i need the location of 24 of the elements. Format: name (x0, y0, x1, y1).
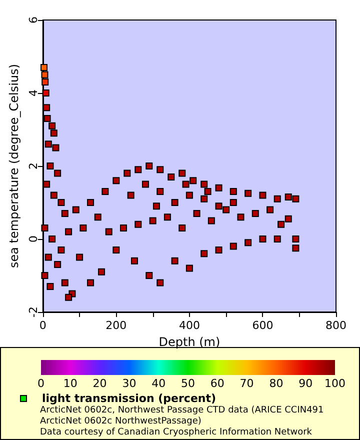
x-tick-label: 600 (252, 319, 274, 332)
x-tick-label: 800 (326, 319, 346, 332)
text: ArcticNet 0602c, Northwest Passage CTD data (ARICE CCIN491 ArcticNet 0602c NorthwestPassage) (40, 406, 327, 426)
y-tick-label: -2 (26, 306, 40, 318)
color-bar-label: 80 (269, 377, 284, 390)
color-bar-label: 20 (92, 377, 107, 390)
color-bar-label: 10 (63, 377, 78, 390)
color-bar-title: light transmission (percent) (42, 392, 216, 405)
color-bar-label: 30 (122, 377, 136, 390)
x-tick-label: 400 (178, 319, 200, 332)
color-bar-label: 90 (298, 377, 313, 390)
y-tick-label: 4 (26, 90, 40, 96)
x-axis-title: Depth (m) (158, 334, 220, 349)
color-bar-label: 60 (210, 377, 224, 390)
x-tick-label: 200 (106, 319, 127, 332)
color-bar-label: 50 (181, 377, 195, 390)
text: Data courtesy of Canadian Cryospheric Information Network (40, 428, 313, 438)
y-tick-label: 0 (26, 236, 40, 242)
y-axis-title: sea temperature (degree_Celsius) (7, 64, 21, 268)
y-tick-label: 2 (26, 162, 40, 170)
color-bar-label: 100 (324, 377, 346, 390)
y-tick-label: 6 (26, 16, 40, 24)
color-bar-label: 70 (240, 377, 254, 390)
color-bar-label: 40 (152, 377, 166, 390)
